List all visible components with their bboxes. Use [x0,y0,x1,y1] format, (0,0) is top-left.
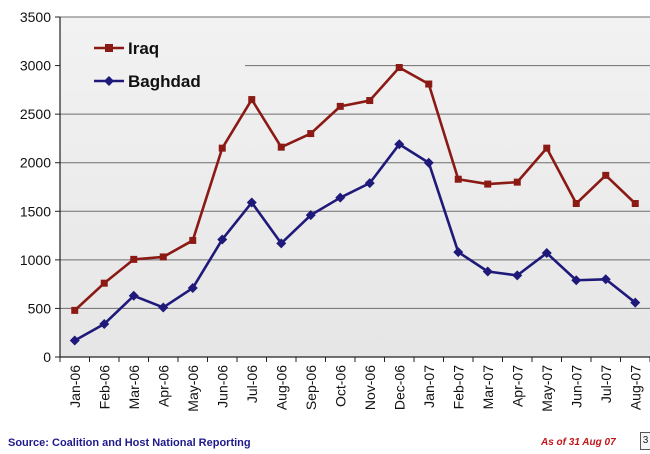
x-tick-label: Jun-06 [214,365,230,408]
x-tick-label: Jan-06 [67,365,83,408]
x-tick-label: Jul-07 [598,365,614,403]
data-point-baghdad [128,290,139,301]
data-point-baghdad [571,275,582,286]
y-tick-label: 2000 [20,155,51,171]
x-tick-label: Feb-06 [96,365,112,410]
data-point-iraq [366,97,374,105]
x-tick-label: May-06 [185,365,201,412]
x-tick-label: Oct-06 [332,365,348,407]
y-tick-label: 3000 [20,58,51,74]
data-point-iraq [248,96,256,104]
data-point-baghdad [423,157,434,168]
y-tick-label: 500 [28,300,52,316]
scroll-corner-box: 3 [640,432,650,450]
data-point-iraq [602,171,610,179]
data-point-iraq [218,144,226,152]
y-axis: 0 500 1000 1500 2000 2500 3000 3500 [20,9,650,365]
series-line-baghdad [74,142,637,342]
x-axis: Jan-06 Feb-06 Mar-06 Apr-06 May-06 Jun-06 Jul-… [59,357,650,412]
data-point-baghdad [276,238,287,249]
x-tick-label: Apr-07 [509,365,525,407]
data-point-iraq [425,80,433,88]
data-point-iraq [454,175,462,183]
data-point-iraq [100,279,108,287]
data-point-baghdad [217,234,228,245]
x-tick-label: Jul-06 [244,365,260,403]
data-point-iraq [513,178,521,186]
data-point-baghdad [305,210,316,221]
y-tick-label: 1500 [20,203,51,219]
data-point-iraq [395,64,403,72]
data-point-baghdad [69,335,80,346]
data-point-iraq [336,102,344,110]
source-note: Source: Coalition and Host National Repo… [8,437,251,449]
data-point-iraq [277,143,285,151]
as-of-date: As of 31 Aug 07 [541,437,616,448]
data-point-iraq [159,253,167,261]
data-point-baghdad [364,178,375,189]
plot-area [60,17,650,357]
data-point-baghdad [512,270,523,281]
data-point-baghdad [541,248,552,259]
x-tick-label: Sep-06 [303,365,319,410]
data-point-iraq [543,144,551,152]
data-point-baghdad [482,266,493,277]
legend-marker [105,44,113,52]
data-point-iraq [130,255,138,263]
data-point-baghdad [158,302,169,313]
data-point-baghdad [394,139,405,150]
legend-marker [104,76,114,86]
x-tick-label: Apr-06 [155,365,171,407]
x-tick-label: Jan-07 [421,365,437,408]
data-point-iraq [307,130,315,138]
y-tick-label: 2500 [20,106,51,122]
x-tick-label: Jun-07 [568,365,584,408]
legend-label: Iraq [128,39,159,58]
x-tick-label: Nov-06 [362,365,378,410]
x-tick-label: Aug-07 [627,365,643,410]
data-point-iraq [631,200,639,208]
x-tick-label: Dec-06 [391,365,407,410]
data-point-iraq [189,236,197,244]
data-point-baghdad [453,247,464,258]
y-tick-label: 1000 [20,252,51,268]
x-tick-label: Feb-07 [450,365,466,410]
data-point-baghdad [99,318,110,329]
series-line-iraq [73,66,637,312]
x-tick-label: May-07 [539,365,555,412]
data-point-baghdad [187,283,198,294]
legend: Iraq Baghdad [94,39,201,91]
y-tick-label: 3500 [20,9,51,25]
data-point-baghdad [246,197,257,208]
data-point-iraq [484,180,492,188]
data-point-baghdad [600,274,611,285]
x-tick-label: Aug-06 [273,365,289,410]
data-point-baghdad [335,192,346,203]
legend-label: Baghdad [128,72,201,91]
y-tick-label: 0 [43,349,51,365]
x-tick-label: Mar-07 [480,365,496,410]
data-point-iraq [71,306,79,314]
data-point-iraq [572,200,580,208]
gridlines [60,16,650,309]
plot-background [60,17,650,357]
data-point-baghdad [630,297,641,308]
series-group [69,64,641,346]
x-tick-label: Mar-06 [126,365,142,410]
